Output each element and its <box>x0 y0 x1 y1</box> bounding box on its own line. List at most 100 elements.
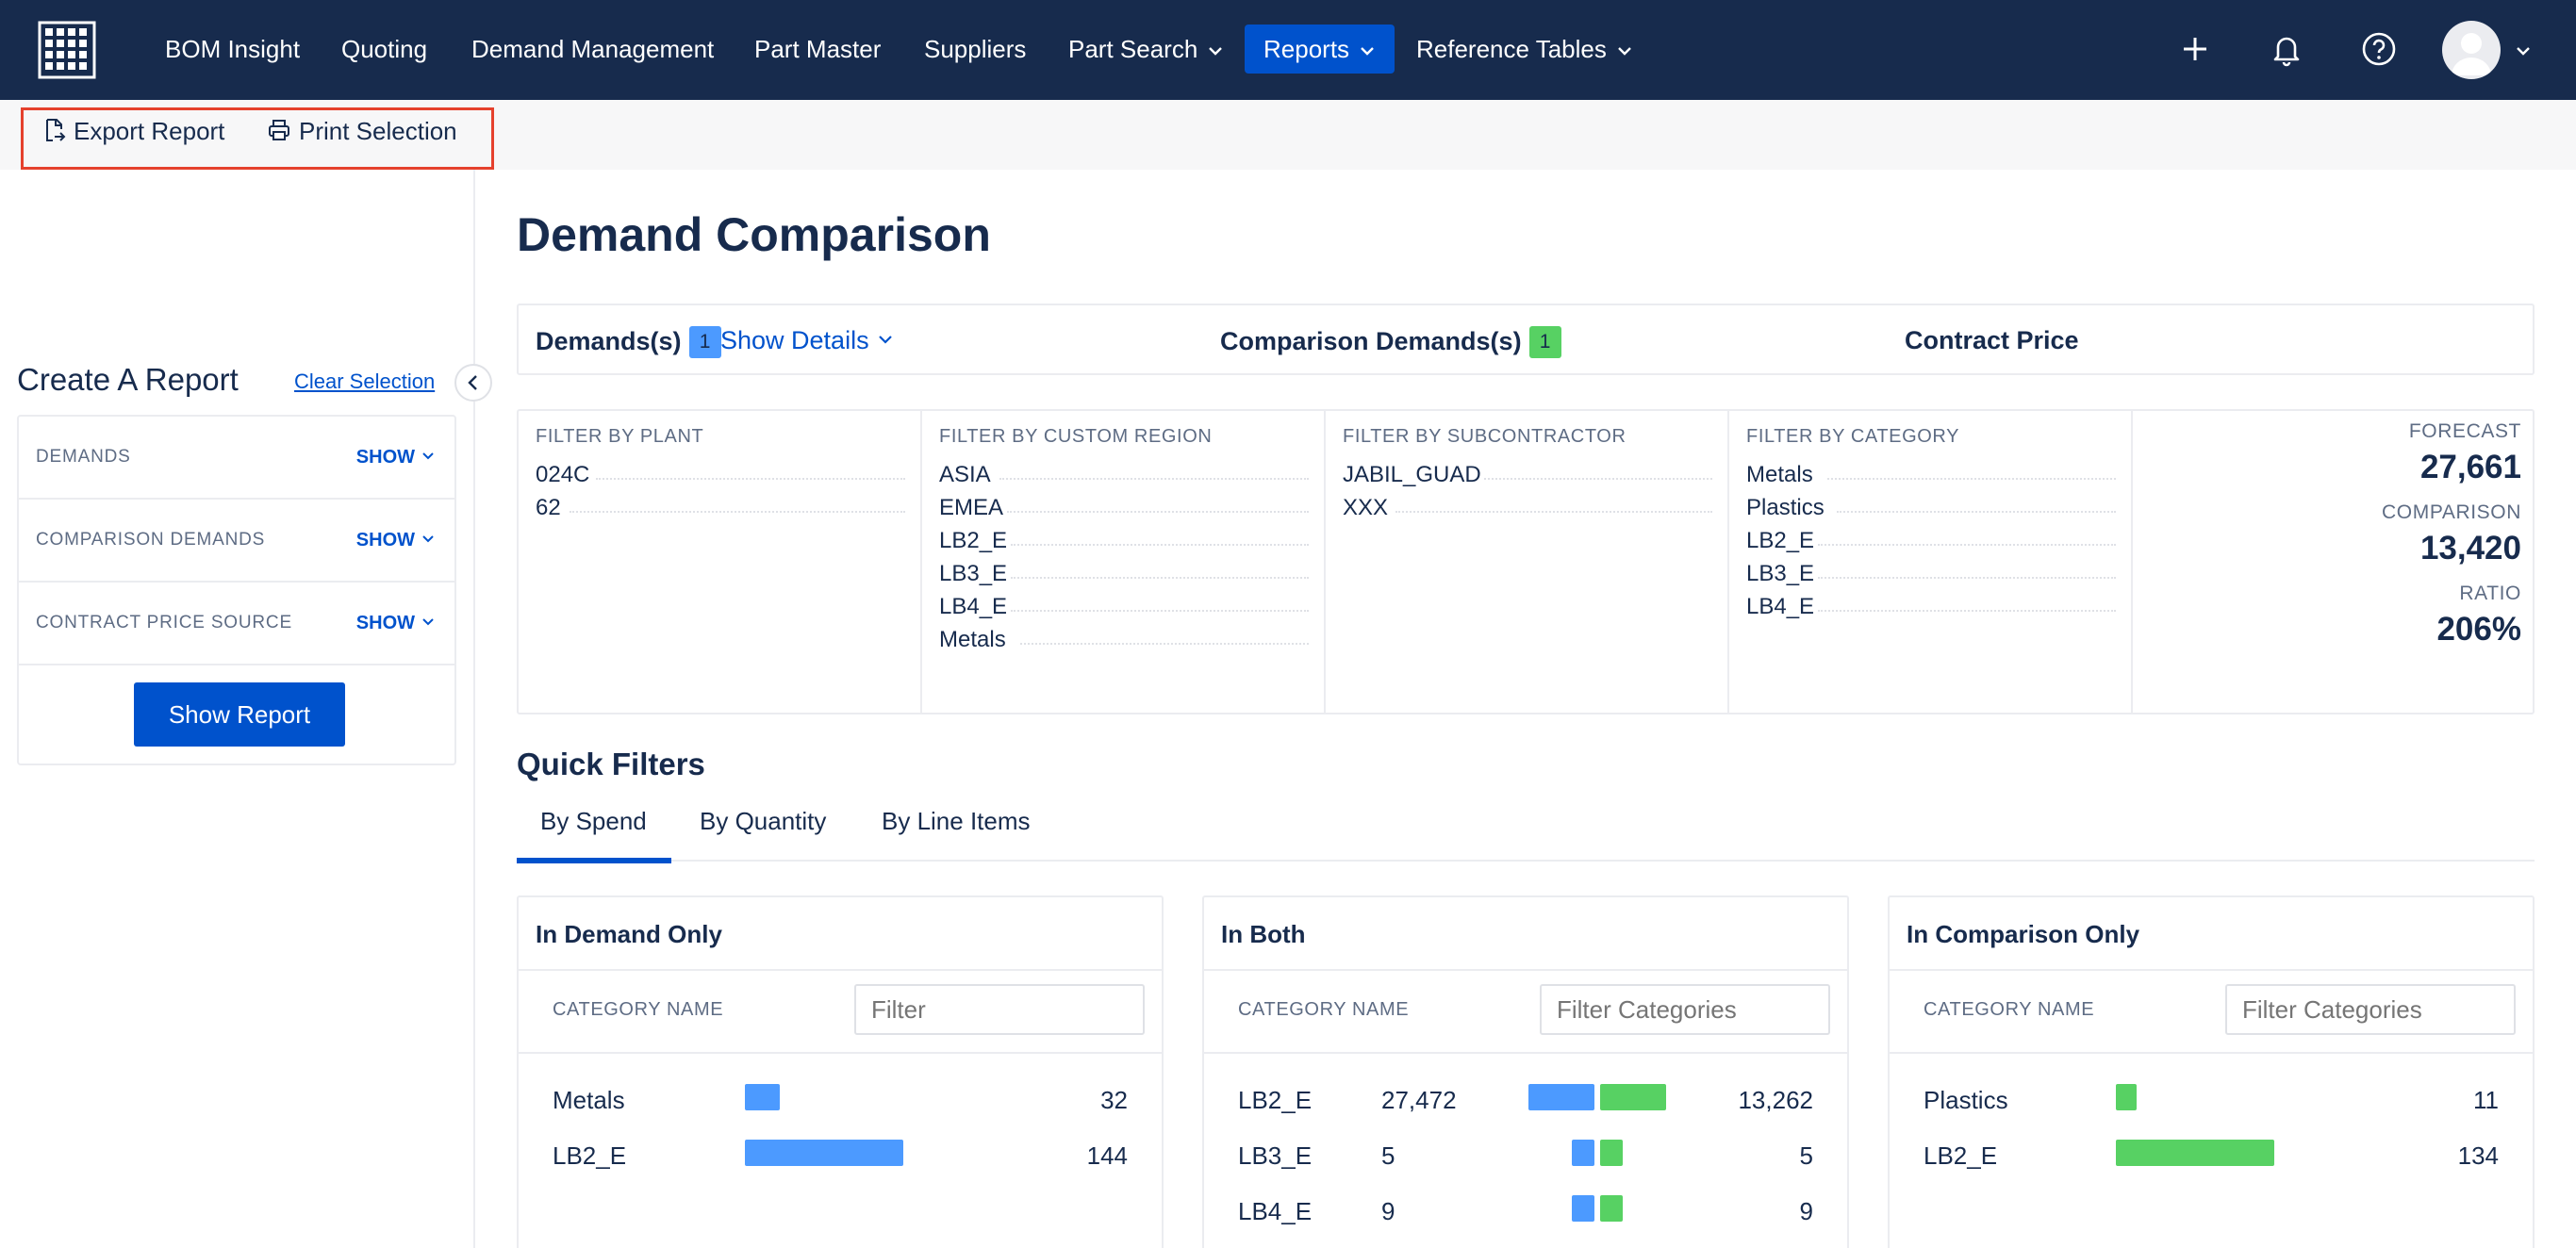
card-divider <box>1204 969 1847 971</box>
comparison-summary: Comparison Demands(s) 1 <box>1220 326 1561 358</box>
filter-option[interactable]: LB4_E <box>939 594 1309 622</box>
nav-quoting[interactable]: Quoting <box>341 25 427 74</box>
filter-option[interactable]: Metals <box>1746 462 2116 490</box>
forecast-value: 27,661 <box>2419 449 2521 485</box>
show-comparison-toggle[interactable]: SHOW <box>356 530 436 551</box>
comparison-count-badge: 1 <box>1528 326 1561 358</box>
filter-by-category: FILTER BY CATEGORY Metals Plastics LB2_E… <box>1729 411 2133 713</box>
show-report-button[interactable]: Show Report <box>134 682 345 747</box>
app-grid-logo-icon[interactable] <box>38 21 96 79</box>
filter-option[interactable]: XXX <box>1343 495 1712 523</box>
filter-input[interactable] <box>1540 984 1830 1035</box>
column-header[interactable]: CATEGORY NAME <box>1924 999 2095 1020</box>
summary-bar: Demands(s) 1 Show Details Comparison Dema… <box>517 304 2535 375</box>
accordion-comparison-demands[interactable]: COMPARISON DEMANDS SHOW <box>19 500 454 583</box>
category-name[interactable]: LB3_E <box>1238 1141 1313 1170</box>
accordion-contract-price-source[interactable]: CONTRACT PRICE SOURCE SHOW <box>19 583 454 665</box>
nav-label: BOM Insight <box>165 35 301 63</box>
card-in-demand-only: In Demand Only CATEGORY NAME Metals 32 L… <box>517 895 1164 1248</box>
avatar[interactable] <box>2442 21 2501 79</box>
filter-by-plant: FILTER BY PLANT 024C 62 <box>519 411 922 713</box>
collapse-sidebar-button[interactable] <box>454 364 492 402</box>
category-name[interactable]: LB2_E <box>1238 1086 1313 1114</box>
demand-bar <box>745 1140 903 1166</box>
tab-by-spend[interactable]: By Spend <box>540 807 647 835</box>
help-icon[interactable] <box>2358 28 2400 70</box>
show-label: SHOW <box>355 613 415 633</box>
category-name[interactable]: Metals <box>553 1086 625 1114</box>
card-title: In Both <box>1221 920 1306 948</box>
card-divider <box>1890 1052 2533 1054</box>
nav-label: Quoting <box>341 35 428 63</box>
category-name[interactable]: Plastics <box>1924 1086 2008 1114</box>
tab-by-quantity[interactable]: By Quantity <box>700 807 827 835</box>
tabs-divider <box>517 860 2535 862</box>
comparison-value: 13,420 <box>2419 530 2521 567</box>
comparison-bar <box>1600 1195 1623 1222</box>
filter-option[interactable]: EMEA <box>939 495 1309 523</box>
plus-icon[interactable] <box>2174 28 2216 70</box>
filter-option[interactable]: LB2_E <box>939 528 1309 556</box>
nav-reference-tables[interactable]: Reference Tables <box>1416 25 1633 74</box>
nav-label: Demand Management <box>471 35 715 63</box>
clear-selection-link[interactable]: Clear Selection <box>294 369 436 393</box>
card-in-comparison-only: In Comparison Only CATEGORY NAME Plastic… <box>1888 895 2535 1248</box>
filter-option[interactable]: JABIL_GUAD <box>1343 462 1712 490</box>
nav-suppliers[interactable]: Suppliers <box>924 25 1026 74</box>
show-contract-price-toggle[interactable]: SHOW <box>356 613 436 634</box>
nav-label: Part Master <box>754 35 882 63</box>
filter-option-label: LB2_E <box>939 528 1008 553</box>
filter-option[interactable]: 62 <box>536 495 905 523</box>
comparison-value: 5 <box>1799 1141 1813 1170</box>
filter-heading: FILTER BY CUSTOM REGION <box>939 426 1213 447</box>
tab-by-line-items[interactable]: By Line Items <box>882 807 1031 835</box>
show-demands-toggle[interactable]: SHOW <box>356 447 436 468</box>
nav-demand-management[interactable]: Demand Management <box>471 25 714 74</box>
chevron-down-icon <box>421 614 436 629</box>
print-selection-button[interactable]: Print Selection <box>267 117 457 145</box>
demand-bar <box>745 1084 780 1110</box>
filter-input[interactable] <box>854 984 1145 1035</box>
nav-part-search[interactable]: Part Search <box>1068 25 1224 74</box>
column-header[interactable]: CATEGORY NAME <box>553 999 724 1020</box>
filter-option-label: 62 <box>536 495 561 520</box>
sidebar-divider <box>473 170 475 1248</box>
comparison-stat-label: COMPARISON <box>2382 501 2521 523</box>
card-title: In Comparison Only <box>1907 920 2140 948</box>
category-name[interactable]: LB2_E <box>553 1141 627 1170</box>
filter-option[interactable]: ASIA <box>939 462 1309 490</box>
demand-value: 5 <box>1381 1141 1395 1170</box>
create-report-title: Create A Report <box>17 362 239 397</box>
filter-option[interactable]: Metals <box>939 627 1309 655</box>
filter-option[interactable]: LB4_E <box>1746 594 2116 622</box>
filter-option[interactable]: Plastics <box>1746 495 2116 523</box>
filter-input[interactable] <box>2225 984 2516 1035</box>
comparison-label: Comparison Demands(s) <box>1220 327 1522 355</box>
nav-reports[interactable]: Reports <box>1245 25 1395 74</box>
chevron-down-icon <box>1359 42 1376 59</box>
category-name[interactable]: LB4_E <box>1238 1197 1313 1225</box>
filter-option-label: LB4_E <box>939 594 1008 619</box>
export-report-button[interactable]: Export Report <box>41 117 224 145</box>
toolbar-highlight <box>21 107 494 170</box>
nav-bom-insight[interactable]: BOM Insight <box>165 25 300 74</box>
chevron-down-icon <box>877 331 894 348</box>
accordion-demands[interactable]: DEMANDS SHOW <box>19 417 454 500</box>
nav-part-master[interactable]: Part Master <box>754 25 881 74</box>
card-divider <box>519 969 1162 971</box>
stats-summary: FORECAST 27,661 COMPARISON 13,420 RATIO … <box>2133 411 2533 713</box>
page-title: Demand Comparison <box>517 208 991 261</box>
category-name[interactable]: LB2_E <box>1924 1141 1998 1170</box>
column-header[interactable]: CATEGORY NAME <box>1238 999 1410 1020</box>
card-divider <box>1890 969 2533 971</box>
filter-option[interactable]: LB3_E <box>1746 561 2116 589</box>
chevron-down-icon[interactable] <box>2514 41 2533 60</box>
show-details-link[interactable]: Show Details <box>720 326 894 355</box>
chevron-down-icon <box>421 531 436 546</box>
filter-option[interactable]: LB2_E <box>1746 528 2116 556</box>
export-report-label: Export Report <box>74 117 225 145</box>
filter-option[interactable]: 024C <box>536 462 905 490</box>
bell-icon[interactable] <box>2266 28 2307 70</box>
filter-option-label: LB3_E <box>939 561 1008 586</box>
filter-option[interactable]: LB3_E <box>939 561 1309 589</box>
